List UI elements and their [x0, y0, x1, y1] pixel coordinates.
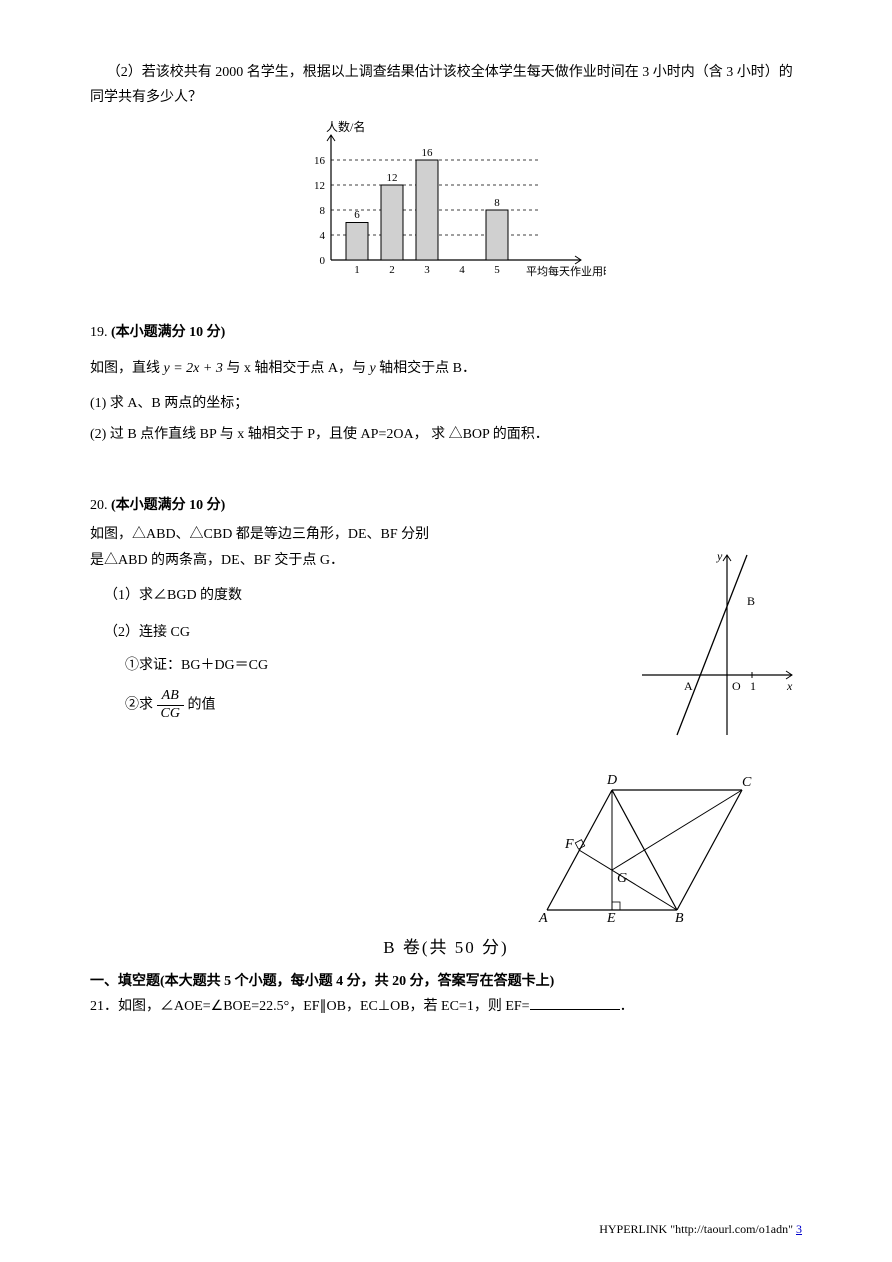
bar-label-1: 6 — [354, 209, 360, 221]
xtick-1: 1 — [354, 264, 360, 276]
page-footer: HYPERLINK "http://taourl.com/o1adn" 3 — [599, 1222, 802, 1237]
q19: 19. (本小题满分 10 分) 如图，直线 y = 2x + 3 与 x 轴相… — [90, 320, 802, 447]
q21-text: 21．如图，∠AOE=∠BOE=22.5°，EF∥OB，EC⊥OB，若 EC=1… — [90, 999, 530, 1014]
label-A: A — [684, 679, 693, 693]
label-E: E — [606, 911, 616, 926]
q20-num: 20. — [90, 498, 108, 513]
label-C: C — [742, 775, 752, 790]
q19-intro-b: 与 x 轴相交于点 A，与 — [223, 361, 370, 376]
label-x: x — [786, 679, 793, 693]
q19-figure: y x O 1 A B — [632, 545, 802, 750]
label-O: O — [732, 679, 741, 693]
q19-intro-a: 如图，直线 — [90, 361, 164, 376]
bar-label-3: 16 — [422, 147, 434, 159]
q20-heading: 20. (本小题满分 10 分) — [90, 493, 802, 518]
label-y: y — [716, 549, 723, 563]
footer-text: HYPERLINK "http://taourl.com/o1adn" — [599, 1222, 796, 1236]
q20-pts: (本小题满分 10 分) — [111, 498, 225, 513]
label-A: A — [538, 911, 548, 926]
q19-pts: (本小题满分 10 分) — [111, 325, 225, 340]
q21-blank — [530, 996, 620, 1010]
q19-eq: y = 2x + 3 — [164, 361, 223, 376]
q18-part2: （2）若该校共有 2000 名学生，根据以上调查结果估计该校全体学生每天做作业时… — [90, 60, 802, 110]
label-G: G — [617, 871, 627, 886]
label-D: D — [606, 773, 617, 788]
q18-bar-chart: 人数/名 0 4 8 12 16 6 1 12 2 — [286, 120, 606, 290]
ytick-16: 16 — [314, 155, 326, 167]
ytick-12: 12 — [314, 180, 325, 192]
ytick-0: 0 — [320, 255, 326, 267]
y-axis-label: 人数/名 — [326, 120, 365, 134]
q19-intro-c: y — [369, 361, 379, 376]
label-1: 1 — [750, 679, 756, 693]
q20-p2b-b: 的值 — [184, 698, 216, 713]
frac-num: AB — [157, 688, 184, 706]
ytick-4: 4 — [320, 230, 326, 242]
footer-link[interactable]: 3 — [796, 1222, 802, 1236]
q21: 21．如图，∠AOE=∠BOE=22.5°，EF∥OB，EC⊥OB，若 EC=1… — [90, 994, 802, 1019]
q18-chart-wrap: 人数/名 0 4 8 12 16 6 1 12 2 — [90, 120, 802, 290]
q19-intro-d: 轴相交于点 B． — [379, 361, 476, 376]
frac-den: CG — [157, 706, 184, 723]
xtick-2: 2 — [389, 264, 395, 276]
label-B: B — [747, 594, 755, 608]
label-F: F — [564, 837, 574, 852]
q21-end: ． — [620, 999, 634, 1014]
q18-p2-text: （2）若该校共有 2000 名学生，根据以上调查结果估计该校全体学生每天做作业时… — [90, 60, 802, 110]
q19-num: 19. — [90, 325, 108, 340]
section-b-title: B 卷(共 50 分) — [90, 933, 802, 958]
bar-label-2: 12 — [387, 172, 398, 184]
xtick-3: 3 — [424, 264, 430, 276]
section-b-heading: 一、填空题(本大题共 5 个小题，每小题 4 分，共 20 分，答案写在答题卡上… — [90, 970, 802, 990]
fraction-ab-cg: ABCG — [157, 688, 184, 723]
ytick-8: 8 — [320, 205, 326, 217]
x-axis-label: 平均每天作业用时/小时 — [526, 264, 606, 278]
q19-intro: 如图，直线 y = 2x + 3 与 x 轴相交于点 A，与 y 轴相交于点 B… — [90, 356, 802, 381]
q20-figure: A B C D E F G — [537, 760, 797, 935]
q20-p2b-a: ②求 — [125, 698, 157, 713]
q20-intro: 如图，△ABD、△CBD 都是等边三角形，DE、BF 分别是△ABD 的两条高，… — [90, 522, 440, 572]
bar-label-5: 8 — [494, 197, 500, 209]
label-B: B — [675, 911, 684, 926]
q19-p1: (1) 求 A、B 两点的坐标； — [90, 391, 802, 416]
xtick-5: 5 — [494, 264, 500, 276]
q19-p2: (2) 过 B 点作直线 BP 与 x 轴相交于 P，且使 AP=2OA， 求 … — [90, 422, 590, 447]
q19-heading: 19. (本小题满分 10 分) — [90, 320, 802, 345]
xtick-4: 4 — [459, 264, 465, 276]
